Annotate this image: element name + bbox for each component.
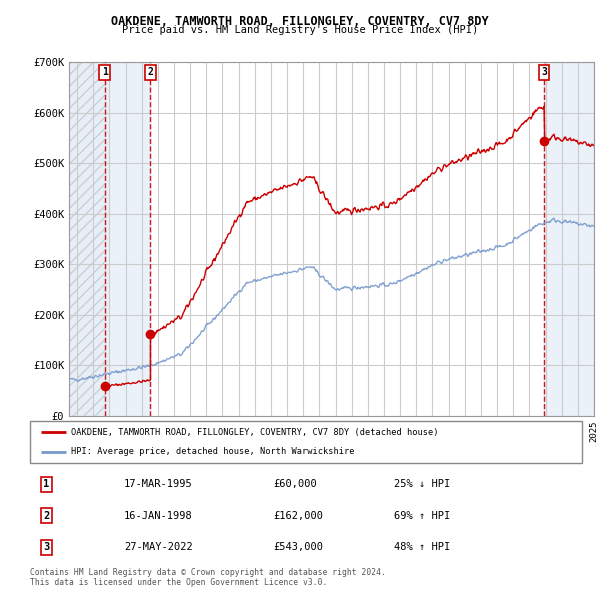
Bar bbox=[69, 62, 104, 416]
Bar bbox=[69, 62, 104, 416]
Text: £162,000: £162,000 bbox=[273, 511, 323, 520]
FancyBboxPatch shape bbox=[30, 421, 582, 463]
Text: Price paid vs. HM Land Registry's House Price Index (HPI): Price paid vs. HM Land Registry's House … bbox=[122, 25, 478, 35]
Bar bbox=[104, 62, 151, 416]
Bar bbox=[544, 62, 594, 416]
Text: OAKDENE, TAMWORTH ROAD, FILLONGLEY, COVENTRY, CV7 8DY: OAKDENE, TAMWORTH ROAD, FILLONGLEY, COVE… bbox=[111, 15, 489, 28]
Text: OAKDENE, TAMWORTH ROAD, FILLONGLEY, COVENTRY, CV7 8DY (detached house): OAKDENE, TAMWORTH ROAD, FILLONGLEY, COVE… bbox=[71, 428, 439, 437]
Text: 17-MAR-1995: 17-MAR-1995 bbox=[124, 479, 193, 489]
Text: 69% ↑ HPI: 69% ↑ HPI bbox=[394, 511, 451, 520]
Text: 2: 2 bbox=[43, 511, 50, 520]
Text: 27-MAY-2022: 27-MAY-2022 bbox=[124, 542, 193, 552]
Text: 3: 3 bbox=[541, 67, 547, 77]
Text: 16-JAN-1998: 16-JAN-1998 bbox=[124, 511, 193, 520]
Text: £60,000: £60,000 bbox=[273, 479, 317, 489]
Text: Contains HM Land Registry data © Crown copyright and database right 2024.
This d: Contains HM Land Registry data © Crown c… bbox=[30, 568, 386, 587]
Text: 25% ↓ HPI: 25% ↓ HPI bbox=[394, 479, 451, 489]
Text: HPI: Average price, detached house, North Warwickshire: HPI: Average price, detached house, Nort… bbox=[71, 447, 355, 456]
Text: 2: 2 bbox=[148, 67, 154, 77]
Text: 1: 1 bbox=[43, 479, 50, 489]
Text: £543,000: £543,000 bbox=[273, 542, 323, 552]
Text: 3: 3 bbox=[43, 542, 50, 552]
Text: 48% ↑ HPI: 48% ↑ HPI bbox=[394, 542, 451, 552]
Text: 1: 1 bbox=[102, 67, 107, 77]
